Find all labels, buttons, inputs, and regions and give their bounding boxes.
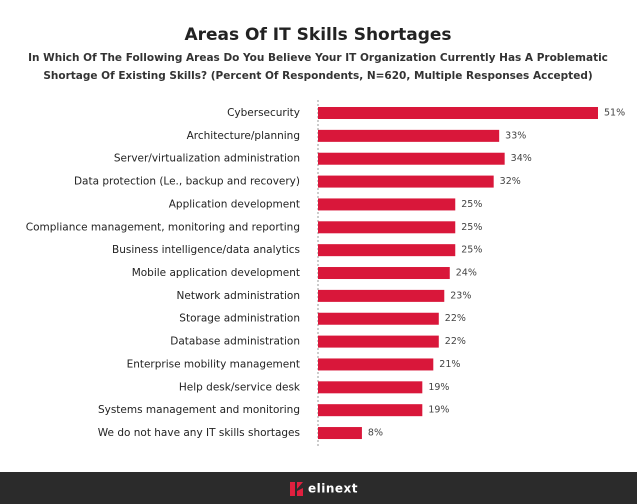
category-label: Compliance management, monitoring and re… xyxy=(26,221,300,233)
bar xyxy=(318,427,362,440)
category-label: Systems management and monitoring xyxy=(98,404,300,416)
value-label: 22% xyxy=(445,336,466,347)
bar xyxy=(318,381,423,394)
bar xyxy=(318,267,450,280)
value-label: 33% xyxy=(505,130,526,141)
bar xyxy=(318,198,456,211)
chart-title: Areas Of IT Skills Shortages xyxy=(184,25,451,45)
value-label: 19% xyxy=(428,405,449,416)
category-label: Help desk/service desk xyxy=(179,381,301,393)
value-label: 25% xyxy=(461,199,482,210)
logo-icon xyxy=(290,482,303,496)
value-label: 32% xyxy=(500,176,521,187)
bar xyxy=(318,404,423,417)
bar xyxy=(318,289,445,302)
bar xyxy=(318,175,494,188)
bar xyxy=(318,221,456,234)
bar xyxy=(318,152,505,165)
value-label: 25% xyxy=(461,245,482,256)
bar xyxy=(318,107,598,119)
value-label: 19% xyxy=(428,382,449,393)
category-label: Business intelligence/data analytics xyxy=(112,244,300,256)
value-label: 24% xyxy=(456,268,477,279)
value-label: 22% xyxy=(445,313,466,324)
bar xyxy=(318,129,500,142)
value-label: 23% xyxy=(450,290,471,301)
category-label: Mobile application development xyxy=(132,267,300,279)
value-label: 8% xyxy=(368,428,383,439)
category-label: Application development xyxy=(169,198,300,210)
chart-subtitle: In Which Of The Following Areas Do You B… xyxy=(28,52,608,64)
value-label: 25% xyxy=(461,222,482,233)
chart-subtitle: Shortage Of Existing Skills? (Percent Of… xyxy=(43,70,592,82)
category-label: Architecture/planning xyxy=(187,130,300,142)
value-label: 51% xyxy=(604,108,625,119)
bar xyxy=(318,335,439,348)
footer xyxy=(0,472,637,504)
brand: elinext xyxy=(308,482,358,496)
value-label: 21% xyxy=(439,359,460,370)
category-label: Data protection (Le., backup and recover… xyxy=(74,176,300,188)
bar xyxy=(318,244,456,257)
category-label: Server/virtualization administration xyxy=(114,153,300,165)
value-label: 34% xyxy=(511,153,532,164)
category-label: Storage administration xyxy=(179,313,300,325)
category-label: Cybersecurity xyxy=(227,107,300,119)
category-label: Database administration xyxy=(170,336,300,348)
category-label: We do not have any IT skills shortages xyxy=(98,427,300,439)
category-label: Network administration xyxy=(177,290,300,302)
category-label: Enterprise mobility management xyxy=(127,358,300,370)
bar xyxy=(318,358,434,371)
bar xyxy=(318,312,439,325)
